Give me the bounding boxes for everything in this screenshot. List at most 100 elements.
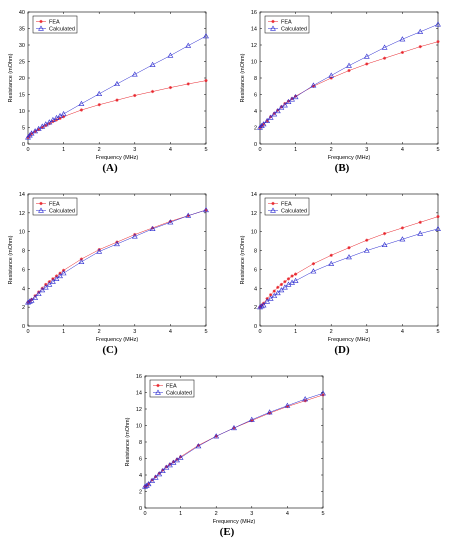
fea-point	[286, 277, 291, 281]
fea-point	[79, 108, 83, 112]
y-tick-label: 8	[254, 76, 257, 82]
calculated-point	[346, 254, 352, 260]
fea-point	[436, 40, 440, 44]
calculated-point	[32, 294, 39, 300]
calculated-point	[285, 98, 292, 105]
calculated-point	[292, 93, 299, 100]
y-tick-label: 25	[19, 60, 25, 66]
calculated-point	[213, 433, 220, 439]
y-tick-label: 40	[19, 10, 25, 16]
legend-marker-fea	[271, 19, 275, 24]
calculated-point	[346, 62, 352, 68]
calculated-point	[278, 104, 285, 110]
y-tick-label: 20	[19, 76, 25, 82]
x-axis-label: Frequency (MHz)	[96, 337, 139, 343]
y-tick-label: 2	[254, 126, 257, 132]
legend-label: Calculated	[281, 27, 307, 33]
x-tick-label: 1	[294, 329, 297, 335]
calculated-point	[203, 33, 209, 39]
fea-point	[418, 220, 422, 224]
fea-point	[400, 50, 404, 55]
x-tick-label: 5	[436, 147, 439, 153]
y-axis-label: Resistance (mOhm)	[125, 417, 131, 466]
calculated-point	[177, 454, 184, 460]
y-tick-label: 0	[139, 506, 142, 512]
x-tick-label: 0	[143, 511, 146, 517]
y-tick-label: 6	[139, 457, 142, 463]
series-line-calculated	[27, 209, 207, 303]
fea-point	[279, 282, 283, 287]
calculated-point	[302, 396, 309, 402]
calculated-point	[274, 289, 281, 296]
legend-marker-fea	[39, 19, 43, 24]
y-tick-label: 10	[136, 424, 142, 430]
calculated-point	[328, 72, 335, 78]
y-tick-label: 14	[251, 192, 257, 198]
calculated-point	[152, 474, 159, 480]
legend-label: Calculated	[49, 27, 75, 33]
calculated-point	[114, 80, 120, 87]
calculated-point	[78, 258, 85, 264]
x-tick-label: 3	[133, 329, 136, 335]
fea-point	[115, 98, 119, 102]
legend-marker-calculated	[38, 25, 44, 31]
fea-point	[276, 285, 280, 289]
calculated-point	[145, 481, 152, 487]
calculated-point	[282, 102, 288, 108]
fea-point	[383, 232, 387, 236]
y-tick-label: 8	[139, 440, 142, 446]
y-tick-label: 12	[251, 211, 257, 217]
chart-panel-d: 0 1 2 3 4 5 0 2 4 6 8 10 12 14 Frequency (MHz) Resistan…	[236, 186, 448, 356]
calculated-point	[35, 290, 42, 297]
y-tick-label: 15	[19, 93, 25, 99]
y-tick-label: 2	[22, 305, 25, 311]
x-tick-label: 1	[62, 147, 65, 153]
fea-point	[329, 76, 333, 80]
fea-point	[204, 79, 208, 83]
y-tick-label: 10	[251, 230, 257, 236]
fea-point	[151, 89, 155, 94]
calculated-point	[278, 287, 285, 293]
calculated-point	[114, 240, 120, 247]
y-tick-label: 4	[254, 286, 257, 292]
calculated-point	[203, 207, 209, 213]
calculated-point	[185, 42, 192, 48]
fea-point	[436, 215, 440, 219]
calculated-point	[167, 52, 174, 58]
calculated-point	[257, 124, 263, 130]
calculated-point	[363, 247, 370, 253]
x-tick-label: 1	[294, 147, 297, 153]
plot-area	[259, 193, 439, 327]
x-tick-label: 5	[321, 511, 324, 517]
calculated-point	[435, 225, 441, 231]
calculated-point	[60, 270, 67, 276]
legend-marker-calculated	[270, 207, 276, 213]
calculated-point	[399, 36, 406, 42]
y-tick-label: 35	[19, 27, 25, 33]
x-tick-label: 1	[62, 329, 65, 335]
calculated-point	[266, 409, 273, 415]
x-tick-label: 0	[258, 147, 261, 153]
fea-point	[283, 280, 287, 284]
calculated-point	[260, 121, 267, 127]
y-tick-label: 10	[251, 60, 257, 66]
calculated-point	[96, 90, 103, 96]
x-axis-label: Frequency (MHz)	[328, 337, 371, 343]
calculated-point	[417, 230, 424, 236]
y-axis-label: Resistance (mOhm)	[8, 53, 14, 102]
y-axis-label: Resistance (mOhm)	[240, 235, 246, 284]
calculated-point	[417, 28, 424, 34]
x-tick-label: 0	[26, 147, 29, 153]
panel-label-d: (D)	[334, 344, 350, 356]
fea-point	[133, 93, 137, 98]
legend-label: FEA	[166, 384, 177, 390]
calculated-point	[156, 471, 163, 477]
fea-point	[365, 238, 369, 242]
calculated-point	[131, 71, 138, 77]
calculated-point	[131, 233, 138, 239]
calculated-point	[142, 483, 148, 489]
calculated-point	[57, 273, 63, 279]
